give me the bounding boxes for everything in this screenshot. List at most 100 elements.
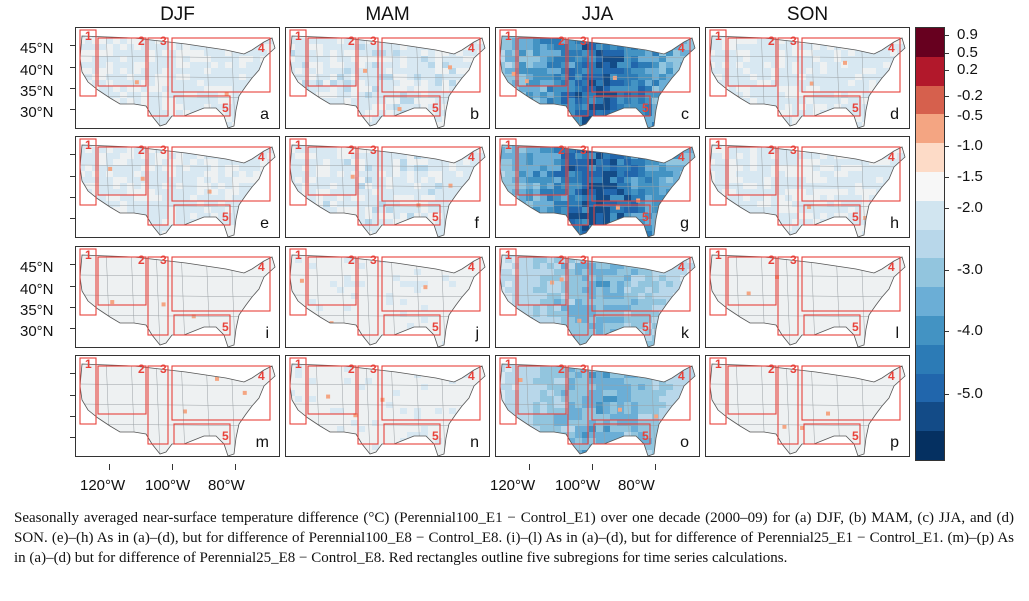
anomaly-cell [519, 74, 526, 80]
anomaly-cell [290, 269, 295, 275]
anomaly-cell [673, 213, 680, 219]
anomaly-cell [372, 225, 379, 231]
anomaly-cell [568, 80, 575, 86]
anomaly-cell [666, 147, 673, 153]
anomaly-cell [519, 171, 526, 177]
anomaly-cell [393, 116, 400, 122]
anomaly-cell [246, 207, 253, 213]
anomaly-cell [673, 364, 680, 366]
anomaly-cell [904, 195, 905, 201]
anomaly-cell [841, 341, 848, 347]
subregion-5-label: 5 [642, 101, 649, 115]
anomaly-cell [617, 62, 624, 68]
anomaly-cell [176, 195, 183, 201]
anomaly-cell [694, 231, 695, 237]
anomaly-cell [631, 74, 638, 80]
anomaly-cell [176, 364, 183, 366]
anomaly-cell [596, 80, 603, 86]
anomaly-cell [106, 56, 113, 62]
anomaly-cell [757, 68, 764, 74]
anomaly-cell [127, 225, 134, 231]
anomaly-cell [316, 116, 323, 122]
anomaly-cell [470, 287, 477, 293]
column-title-djf: DJF [160, 4, 195, 25]
anomaly-cell [246, 36, 253, 38]
anomaly-cell [484, 329, 485, 335]
anomaly-cell [561, 257, 568, 263]
anomaly-cell [827, 159, 834, 165]
anomaly-cell [750, 305, 757, 311]
anomaly-cell [848, 159, 855, 165]
anomaly-cell [267, 255, 274, 257]
anomaly-cell [421, 432, 428, 438]
anomaly-cell [274, 323, 275, 329]
anomaly-cell [148, 44, 155, 50]
anomaly-cell [386, 92, 393, 98]
anomaly-cell [295, 372, 302, 378]
anomaly-cell [547, 364, 554, 366]
anomaly-cell [442, 390, 449, 396]
anomaly-cell [568, 201, 575, 207]
anomaly-cell [652, 341, 659, 347]
anomaly-cell [134, 98, 141, 104]
anomaly-cell [421, 116, 428, 122]
us-map: 1 2 3 45 [79, 357, 276, 456]
anomaly-cell [113, 384, 120, 390]
anomaly-cell [876, 207, 883, 213]
anomaly-cell [841, 219, 848, 225]
anomaly-cell [848, 183, 855, 189]
anomaly-cell [239, 305, 246, 311]
anomaly-cell [414, 257, 421, 263]
anomaly-cell [540, 56, 547, 62]
anomaly-cell [351, 80, 358, 86]
anomaly-cell [442, 341, 449, 347]
anomaly-cell [610, 62, 617, 68]
anomaly-cell [134, 147, 141, 153]
anomaly-cell [757, 225, 764, 231]
anomaly-cell [120, 86, 127, 92]
anomaly-cell [449, 231, 456, 237]
anomaly-cell [813, 329, 820, 335]
anomaly-cell [85, 450, 92, 456]
anomaly-cell [85, 86, 92, 92]
anomaly-cell [764, 281, 771, 287]
anomaly-cell [232, 378, 239, 384]
anomaly-cell [841, 305, 848, 311]
anomaly-cell [148, 219, 155, 225]
anomaly-cell [575, 56, 582, 62]
anomaly-cell [890, 207, 897, 213]
anomaly-cell [330, 98, 337, 104]
anomaly-cell [624, 110, 631, 116]
anomaly-cell [500, 219, 505, 225]
anomaly-cell [113, 335, 120, 341]
anomaly-cell [358, 110, 365, 116]
anomaly-cell [589, 122, 596, 128]
anomaly-cell [659, 263, 666, 269]
anomaly-cell [218, 281, 225, 287]
anomaly-cell [736, 80, 743, 86]
anomaly-cell [554, 183, 561, 189]
anomaly-cell [652, 80, 659, 86]
anomaly-cell [827, 225, 834, 231]
anomaly-cell [540, 183, 547, 189]
anomaly-cell [645, 147, 652, 153]
anomaly-cell [344, 122, 351, 128]
anomaly-cell [211, 305, 218, 311]
anomaly-cell [127, 201, 134, 207]
anomaly-cell [624, 255, 631, 257]
anomaly-cell [631, 207, 638, 213]
anomaly-cell [750, 201, 757, 207]
anomaly-cell [80, 378, 85, 384]
anomaly-cell [414, 50, 421, 56]
anomaly-cell [687, 317, 694, 323]
anomaly-cell [561, 269, 568, 275]
anomaly-cell [715, 153, 722, 159]
anomaly-cell [260, 145, 267, 147]
anomaly-cell [820, 171, 827, 177]
anomaly-cell [652, 98, 659, 104]
anomaly-cell [253, 56, 260, 62]
anomaly-cell [239, 372, 246, 378]
anomaly-cell [596, 122, 603, 128]
anomaly-cell [582, 44, 589, 50]
